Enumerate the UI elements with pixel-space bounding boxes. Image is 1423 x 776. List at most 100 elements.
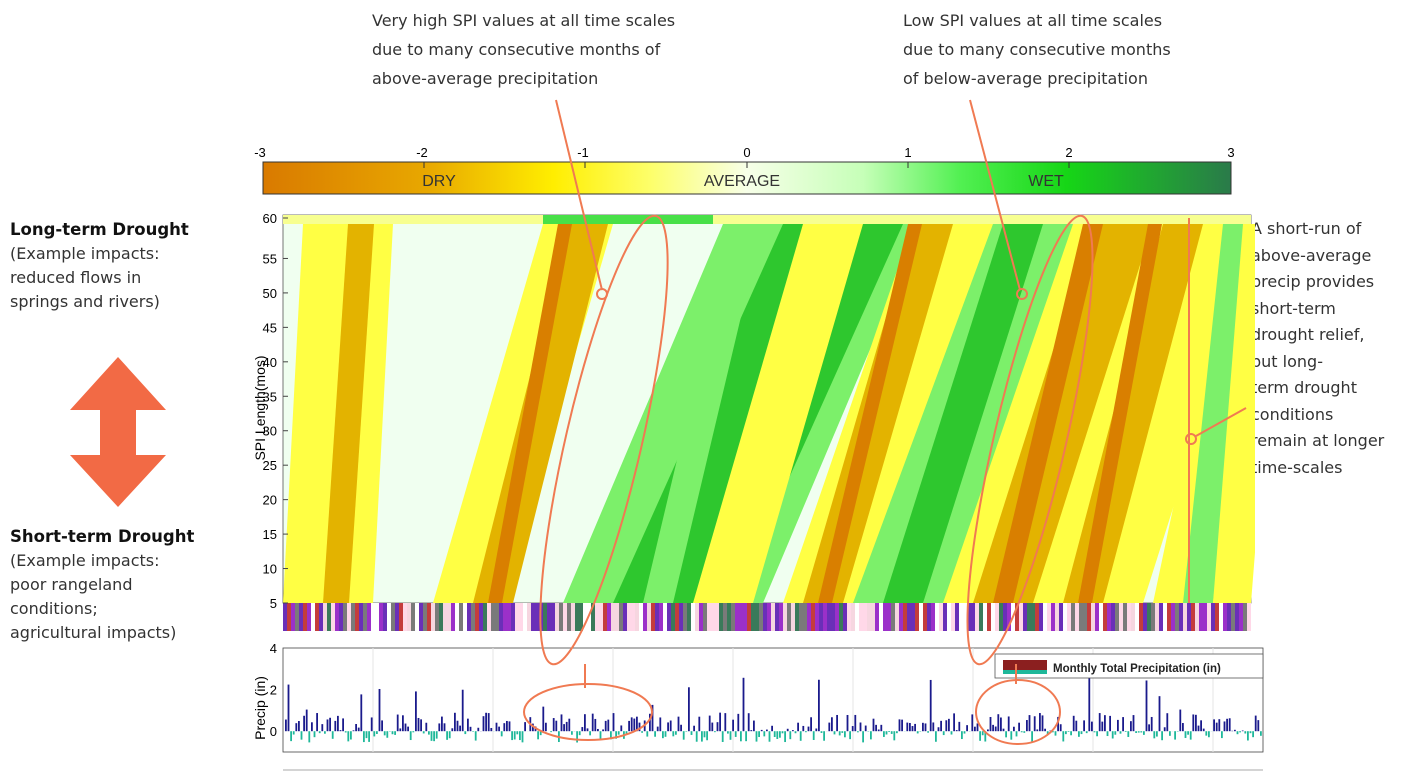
heatmap-band: [643, 224, 763, 603]
bottom-strip-cell: [807, 603, 811, 631]
precip-bar: [1059, 724, 1062, 732]
precip-bar: [1088, 677, 1091, 732]
bottom-strip-cell: [627, 603, 631, 631]
bottom-strip-cell: [779, 603, 783, 631]
precip-bar: [1260, 731, 1262, 736]
precip-bar: [1150, 716, 1153, 732]
precip-bar: [1223, 721, 1226, 732]
precip-bar: [690, 731, 693, 735]
heatmap-ytick-label: 20: [263, 493, 277, 508]
bottom-strip-cell: [311, 603, 315, 631]
precip-bar: [857, 731, 859, 733]
precip-bar: [482, 716, 485, 732]
precip-bar: [1161, 731, 1163, 741]
bottom-strip-cell: [887, 603, 891, 631]
bottom-strip-cell: [1079, 603, 1083, 631]
bottom-strip-cell: [1175, 603, 1179, 631]
bottom-strip-cell: [323, 603, 327, 631]
bottom-strip-cell: [987, 603, 991, 631]
precip-bar: [1062, 731, 1065, 742]
precip-bar: [394, 731, 396, 735]
precip-bar: [654, 731, 656, 737]
precip-bar: [318, 731, 321, 734]
precip-bar: [399, 728, 402, 732]
bottom-strip-cell: [923, 603, 927, 631]
precip-bar: [495, 722, 498, 732]
heatmap-ylabel: SPI Length(mos): [252, 355, 268, 460]
precip-bar: [1145, 680, 1148, 732]
bottom-strip-cell: [919, 603, 923, 631]
precip-bar: [521, 731, 524, 743]
precip-bar: [352, 730, 355, 732]
precip-bar: [428, 731, 430, 735]
precip-bar: [870, 731, 872, 740]
bottom-strip-cell: [351, 603, 355, 631]
bottom-strip-cell: [635, 603, 639, 631]
precip-bar: [542, 706, 545, 732]
bottom-strip-cell: [743, 603, 747, 631]
bottom-strip-cell: [1107, 603, 1111, 631]
precip-bar: [1247, 731, 1249, 741]
bottom-strip-cell: [1215, 603, 1219, 631]
precip-bar: [615, 731, 617, 739]
precip-bar: [576, 731, 578, 743]
bottom-strip-cell: [399, 603, 403, 631]
bottom-strip-cell: [771, 603, 775, 631]
callout-relief-line-7: term drought: [1251, 378, 1357, 397]
precip-bar: [849, 731, 851, 740]
bottom-strip-cell: [1187, 603, 1191, 631]
bottom-strip-cell: [703, 603, 707, 631]
precip-bar: [667, 722, 669, 732]
heatmap-ytick-label: 25: [263, 458, 277, 473]
precip-bar: [552, 718, 555, 732]
bottom-strip-cell: [1115, 603, 1119, 631]
colorbar-label-average: AVERAGE: [704, 173, 780, 190]
precip-bar: [958, 721, 961, 732]
bottom-strip-cell: [1203, 603, 1207, 631]
bottom-strip-cell: [607, 603, 611, 631]
bottom-strip-cell: [539, 603, 543, 631]
bottom-strip-cell: [1015, 603, 1019, 631]
bottom-strip-cell: [631, 603, 635, 631]
precip-bar: [607, 719, 610, 732]
bottom-strip-cell: [643, 603, 647, 631]
precip-bar: [441, 716, 443, 732]
precip-bar: [550, 731, 552, 733]
precip-bar: [1228, 718, 1231, 732]
bottom-strip-cell: [715, 603, 719, 631]
bottom-strip-cell: [443, 603, 447, 631]
bottom-strip-cell: [1191, 603, 1195, 631]
precip-bar: [776, 731, 779, 739]
bottom-strip-cell: [1131, 603, 1135, 631]
precip-bar: [599, 731, 602, 740]
bottom-strip-cell: [1147, 603, 1151, 631]
bottom-strip-cell: [1035, 603, 1039, 631]
precip-bar: [1226, 718, 1228, 732]
bottom-strip-cell: [999, 603, 1003, 631]
double-arrow-icon: [70, 357, 166, 507]
precip-bar: [1091, 721, 1093, 732]
bottom-strip-cell: [963, 603, 967, 631]
heatmap-top-strip: [283, 215, 1251, 224]
precip-bar: [578, 731, 581, 736]
precip-bar: [984, 731, 987, 742]
precip-bar: [987, 729, 989, 732]
bottom-strip-cell: [891, 603, 895, 631]
bottom-strip-cell: [1023, 603, 1027, 631]
precip-bar: [1010, 731, 1013, 740]
precip-bar: [716, 722, 719, 732]
precip-bar: [524, 722, 526, 732]
precip-bar: [1041, 715, 1044, 732]
bottom-strip-cell: [331, 603, 335, 631]
precip-bar: [555, 720, 558, 732]
precip-bar: [300, 731, 303, 740]
precip-bar: [846, 714, 849, 732]
callout-relief-line-2: above-average: [1251, 245, 1372, 265]
precip-bar: [1208, 731, 1210, 738]
precip-bar: [1249, 731, 1252, 734]
bottom-strip-cell: [839, 603, 843, 631]
precip-bar: [747, 713, 750, 732]
colorbar-tick-label: 0: [743, 145, 750, 160]
bottom-strip-cell: [791, 603, 795, 631]
precip-bar: [331, 731, 334, 739]
